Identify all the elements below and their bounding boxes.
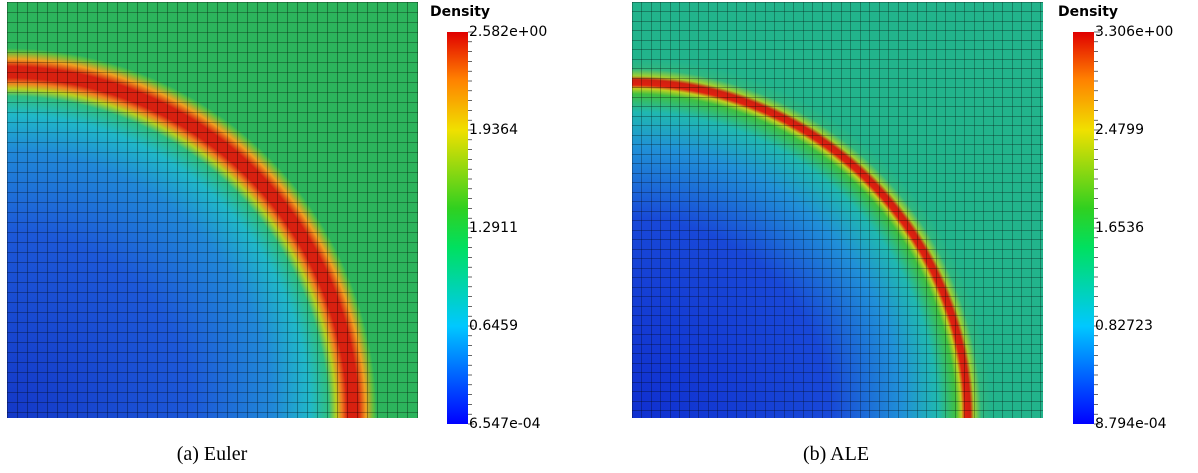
colorbar	[1073, 32, 1094, 424]
colorbar-label: 0.6459	[469, 318, 518, 334]
colorbar-label: 2.582e+00	[469, 24, 547, 40]
colorbar-label: 1.2911	[469, 220, 518, 236]
colorbar-label: 1.9364	[469, 122, 518, 138]
caption: (a) Euler	[177, 443, 248, 465]
colorbar-label: 1.6536	[1095, 220, 1144, 236]
colorbars: Density 2.582e+00 1.9364 1.2911 0.6459 6.547e…	[177, 4, 1174, 465]
caption: (b) ALE	[803, 443, 869, 465]
colorbar-title: Density	[430, 4, 490, 20]
colorbar-label: 6.547e-04	[469, 416, 541, 432]
mesh	[7, 2, 418, 418]
colorbar-label: 0.82723	[1095, 318, 1153, 334]
colorbar-title: Density	[1058, 4, 1118, 20]
colorbar-label: 3.306e+00	[1095, 24, 1173, 40]
colorbar-label: 2.4799	[1095, 122, 1144, 138]
colorbar	[447, 32, 468, 424]
mesh	[632, 2, 1043, 418]
colorbar-label: 8.794e-04	[1095, 416, 1167, 432]
